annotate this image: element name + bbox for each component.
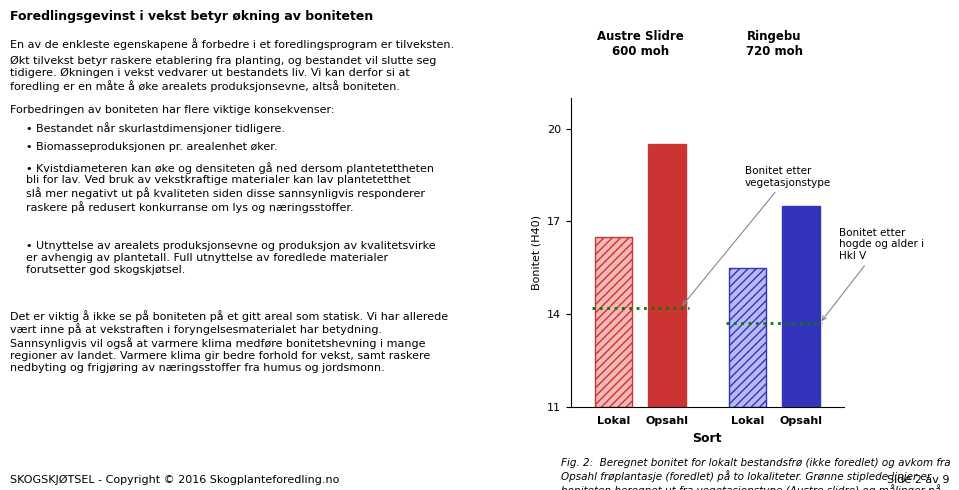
Bar bbox=[595, 237, 632, 407]
Text: Austre Slidre
600 moh: Austre Slidre 600 moh bbox=[596, 30, 684, 58]
Text: Det er viktig å ikke se på boniteten på et gitt areal som statisk. Vi har allere: Det er viktig å ikke se på boniteten på … bbox=[10, 310, 448, 372]
Text: Side 2 av 9: Side 2 av 9 bbox=[887, 475, 949, 485]
Text: • Kvistdiameteren kan øke og densiteten gå ned dersom plantetettheten
bli for la: • Kvistdiameteren kan øke og densiteten … bbox=[26, 162, 433, 213]
Bar bbox=[648, 144, 686, 407]
Text: Foredlingsgevinst i vekst betyr økning av boniteten: Foredlingsgevinst i vekst betyr økning a… bbox=[10, 10, 373, 23]
Text: Fig. 2:  Beregnet bonitet for lokalt bestandsfrø (ikke foredlet) og avkom fra
Op: Fig. 2: Beregnet bonitet for lokalt best… bbox=[561, 458, 950, 490]
Text: Bonitet etter
vegetasjonstype: Bonitet etter vegetasjonstype bbox=[683, 166, 831, 305]
Text: Forbedringen av boniteten har flere viktige konsekvenser:: Forbedringen av boniteten har flere vikt… bbox=[10, 105, 334, 115]
Text: Økt tilvekst betyr raskere etablering fra planting, og bestandet vil slutte seg
: Økt tilvekst betyr raskere etablering fr… bbox=[10, 56, 436, 92]
Bar bbox=[783, 206, 820, 407]
Bar bbox=[729, 268, 766, 407]
Text: Bonitet etter
hogde og alder i
Hkl V: Bonitet etter hogde og alder i Hkl V bbox=[822, 228, 924, 320]
Text: • Utnyttelse av arealets produksjonsevne og produksjon av kvalitetsvirke
er avhe: • Utnyttelse av arealets produksjonsevne… bbox=[26, 242, 435, 274]
X-axis label: Sort: Sort bbox=[692, 432, 722, 445]
Y-axis label: Bonitet (H40): Bonitet (H40) bbox=[531, 215, 541, 290]
Text: SKOGSKJØTSEL - Copyright © 2016 Skogplanteforedling.no: SKOGSKJØTSEL - Copyright © 2016 Skogplan… bbox=[10, 475, 339, 485]
Text: Ringebu
720 moh: Ringebu 720 moh bbox=[746, 30, 803, 58]
Text: En av de enkleste egenskapene å forbedre i et foredlingsprogram er tilveksten.: En av de enkleste egenskapene å forbedre… bbox=[10, 38, 454, 50]
Text: • Bestandet når skurlastdimensjoner tidligere.: • Bestandet når skurlastdimensjoner tidl… bbox=[26, 122, 285, 134]
Text: • Biomasseproduksjonen pr. arealenhet øker.: • Biomasseproduksjonen pr. arealenhet øk… bbox=[26, 142, 277, 152]
